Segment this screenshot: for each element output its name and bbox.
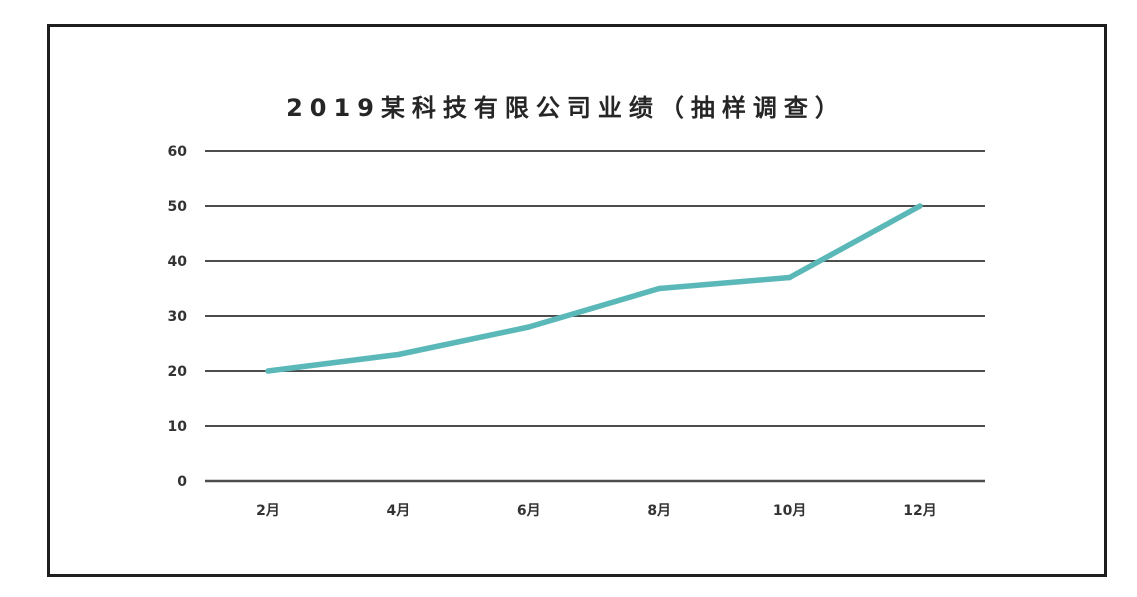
y-axis-ticks: 0 10 20 30 40 50 60 xyxy=(168,144,188,490)
x-tick-label: 4月 xyxy=(387,503,411,519)
x-tick-label: 10月 xyxy=(773,503,806,519)
y-tick-label: 20 xyxy=(168,364,188,380)
y-tick-label: 10 xyxy=(168,419,188,435)
data-point xyxy=(395,351,402,358)
x-tick-label: 2月 xyxy=(256,503,280,519)
x-tick-label: 6月 xyxy=(517,503,541,519)
y-tick-label: 30 xyxy=(168,309,188,325)
chart-title: 2019某科技有限公司业绩（抽样调查） xyxy=(286,94,846,122)
chart-frame xyxy=(47,24,1107,577)
y-tick-label: 0 xyxy=(177,474,187,490)
data-point xyxy=(786,274,793,281)
y-tick-label: 40 xyxy=(168,254,188,270)
gridlines xyxy=(205,150,985,483)
x-tick-label: 8月 xyxy=(647,503,671,519)
x-axis-ticks: 2月 4月 6月 8月 10月 12月 xyxy=(256,503,937,519)
data-point xyxy=(526,324,532,330)
data-point xyxy=(917,203,923,209)
series-line xyxy=(267,203,922,374)
series-layer xyxy=(265,203,923,374)
data-point xyxy=(656,285,662,292)
x-tick-label: 12月 xyxy=(903,503,936,519)
data-point xyxy=(265,368,271,374)
y-tick-label: 60 xyxy=(168,144,188,160)
y-tick-label: 50 xyxy=(168,199,188,215)
